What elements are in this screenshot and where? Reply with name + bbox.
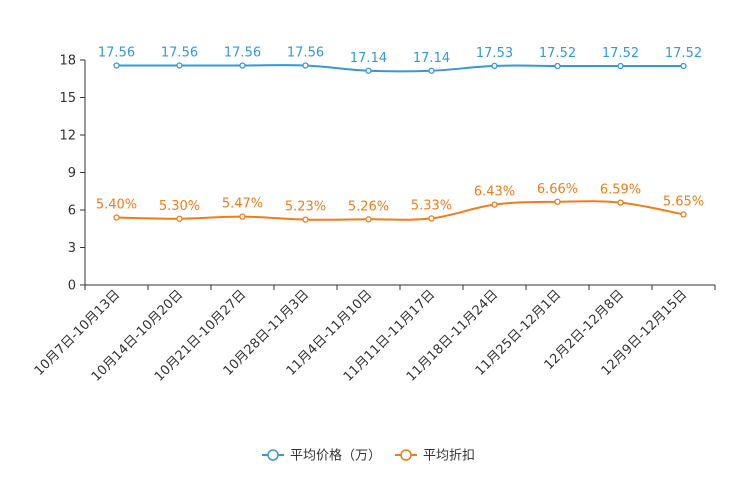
series-layer: 17.56 17.56 17.56 17.56 17.14 17.14 17.53 17.52… xyxy=(96,46,704,223)
data-point[interactable] xyxy=(239,62,246,69)
series-line xyxy=(116,200,684,221)
data-point[interactable] xyxy=(554,198,561,205)
data-point[interactable] xyxy=(302,216,309,223)
data-label: 17.53 xyxy=(476,46,513,61)
data-point[interactable] xyxy=(617,199,624,206)
data-point[interactable] xyxy=(428,215,435,222)
legend-item-1[interactable]: 平均价格（万） xyxy=(262,448,381,464)
data-point[interactable] xyxy=(428,67,435,74)
legend-marker-icon xyxy=(400,449,412,461)
data-point[interactable] xyxy=(365,67,372,74)
data-point[interactable] xyxy=(680,62,687,70)
data-label: 17.56 xyxy=(287,46,324,61)
data-point[interactable] xyxy=(302,62,309,69)
legend-marker-icon xyxy=(267,449,279,461)
series-line xyxy=(116,64,684,73)
data-label: 6.43% xyxy=(474,185,515,200)
data-point[interactable] xyxy=(617,62,624,70)
data-label: 5.65% xyxy=(663,194,704,209)
legend-item-2[interactable]: 平均折扣 xyxy=(395,449,475,464)
y-tick-label: 9 xyxy=(68,166,76,181)
data-label: 5.47% xyxy=(222,197,263,212)
y-tick-label: 18 xyxy=(59,54,76,69)
data-label: 5.23% xyxy=(285,200,326,215)
data-point[interactable] xyxy=(176,215,183,222)
data-point[interactable] xyxy=(365,216,372,223)
legend-label: 平均折扣 xyxy=(423,449,475,464)
data-point[interactable] xyxy=(239,213,246,220)
y-tick-label: 12 xyxy=(59,129,76,144)
data-label: 17.56 xyxy=(161,46,198,61)
data-point[interactable] xyxy=(491,201,498,208)
data-point[interactable] xyxy=(491,62,498,70)
data-label: 5.26% xyxy=(348,199,389,214)
data-label: 5.40% xyxy=(96,198,137,213)
data-point[interactable] xyxy=(680,211,687,218)
data-label: 17.56 xyxy=(224,46,261,61)
y-tick-label: 0 xyxy=(68,279,76,294)
data-label: 5.33% xyxy=(411,198,452,213)
data-label: 17.14 xyxy=(350,51,387,66)
data-label: 5.30% xyxy=(159,199,200,214)
legend: 平均价格（万） 平均折扣 xyxy=(262,448,475,464)
legend-label: 平均价格（万） xyxy=(290,448,381,464)
series-2: 5.40% 5.30% 5.47% 5.23% 5.26% 5.33% 6.43% 6.66%… xyxy=(96,182,704,223)
data-point[interactable] xyxy=(113,214,120,221)
data-label: 6.66% xyxy=(537,182,578,197)
y-tick-label: 3 xyxy=(68,241,76,256)
data-label: 17.52 xyxy=(539,46,576,61)
data-point[interactable] xyxy=(176,62,183,69)
data-label: 17.52 xyxy=(665,46,702,61)
data-label: 6.59% xyxy=(600,183,641,198)
y-tick-label: 15 xyxy=(59,91,76,106)
data-label: 17.52 xyxy=(602,46,639,61)
data-label: 17.56 xyxy=(98,46,135,61)
data-point[interactable] xyxy=(113,62,120,69)
data-label: 17.14 xyxy=(413,51,450,66)
y-tick-label: 6 xyxy=(68,204,76,219)
data-point[interactable] xyxy=(554,62,561,70)
series-1: 17.56 17.56 17.56 17.56 17.14 17.14 17.53 17.52… xyxy=(98,46,702,74)
